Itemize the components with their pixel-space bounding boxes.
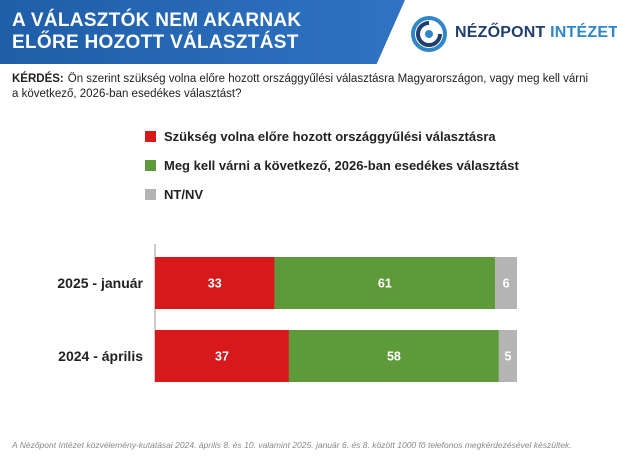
legend-label: NT/NV (164, 186, 203, 202)
legend-label: Meg kell várni a következő, 2026-ban ese… (164, 157, 519, 173)
data-label: 61 (378, 277, 392, 291)
data-label: 58 (387, 350, 401, 364)
legend-swatch-green (145, 159, 156, 171)
footnote: A Nézőpont Intézet közvélemény-kutatásai… (12, 440, 572, 450)
logo-text: NÉZŐPONT INTÉZET (455, 24, 617, 42)
header-band (0, 0, 405, 64)
bar-segment-series-0 (155, 257, 275, 309)
data-label: 5 (504, 350, 511, 364)
bar-segment-series-1 (288, 330, 499, 382)
bar-segment-series-2 (495, 257, 517, 309)
question-text: Ön szerint szükség volna előre hozott or… (12, 73, 589, 100)
bar-segment-series-1 (274, 257, 496, 309)
page-title-line-2: ELŐRE HOZOTT VÁLASZTÁST (12, 32, 299, 53)
logo-name-part-2: INTÉZET (550, 24, 617, 41)
legend-label: Szükség volna előre hozott országgyűlési… (164, 128, 496, 144)
nezopont-logo-icon (411, 16, 447, 52)
legend-item-early-election: Szükség volna előre hozott országgyűlési… (145, 124, 519, 148)
category-label: 2025 - január (57, 275, 143, 291)
stacked-bar-chart: 2025 - január 33 61 6 2024 - április 37 58 5 (57, 244, 517, 382)
data-label: 6 (503, 277, 510, 291)
legend-swatch-red (145, 130, 156, 142)
page-title: A VÁLASZTÓK NEM AKARNAK ELŐRE HOZOTT VÁL… (12, 10, 372, 54)
logo-name-part-1: NÉZŐPONT (455, 24, 546, 41)
data-label: 37 (215, 350, 229, 364)
legend: Szükség volna előre hozott országgyűlési… (145, 124, 519, 211)
legend-item-nt-nv: NT/NV (145, 182, 519, 206)
data-label: 33 (208, 277, 222, 291)
category-label: 2024 - április (58, 348, 143, 364)
question: KÉRDÉS: Ön szerint szükség volna előre ho… (12, 72, 597, 102)
question-label: KÉRDÉS: (12, 73, 64, 85)
bar-segment-series-0 (155, 330, 289, 382)
bar-segment-series-2 (498, 330, 517, 382)
legend-swatch-grey (145, 188, 156, 200)
legend-item-wait-2026: Meg kell várni a következő, 2026-ban ese… (145, 153, 519, 177)
nezopont-logo: NÉZŐPONT INTÉZET (411, 16, 617, 52)
page-title-line-1: A VÁLASZTÓK NEM AKARNAK (12, 10, 302, 31)
